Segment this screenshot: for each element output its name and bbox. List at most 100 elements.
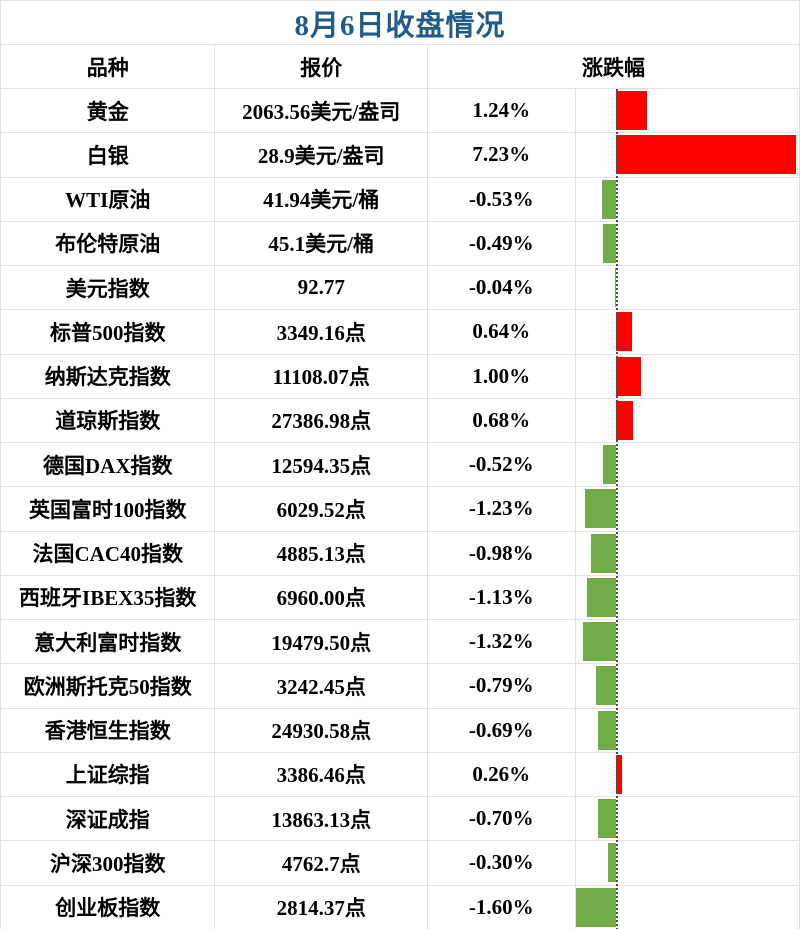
table-row: 香港恒生指数 24930.58点 -0.69% <box>1 708 799 753</box>
table-row: 沪深300指数 4762.7点 -0.30% <box>1 841 799 886</box>
quote-cell: 41.94美元/桶 <box>215 177 428 221</box>
variety-cell: 欧洲斯托克50指数 <box>1 664 216 708</box>
change-bar <box>603 223 616 263</box>
change-bar <box>615 312 632 352</box>
change-bar-cell <box>575 886 799 929</box>
change-bar <box>587 577 616 617</box>
change-bar <box>608 843 616 883</box>
quote-cell: 28.9美元/盎司 <box>215 133 428 177</box>
change-bar-cell <box>576 399 799 442</box>
quote-cell: 13863.13点 <box>215 797 428 841</box>
quote-cell: 3349.16点 <box>215 310 428 354</box>
change-bar-cell <box>576 89 799 132</box>
change-value-cell: -0.79% <box>428 664 576 708</box>
change-bar <box>602 445 616 484</box>
change-bar-cell <box>576 355 799 398</box>
quote-cell: 3386.46点 <box>215 752 428 796</box>
table-row: 法国CAC40指数 4885.13点 -0.98% <box>1 531 799 576</box>
change-value-cell: -0.49% <box>428 221 576 265</box>
table-row: 上证综指 3386.46点 0.26% <box>1 752 799 797</box>
change-bar <box>615 135 797 175</box>
quote-cell: 3242.45点 <box>215 664 428 708</box>
change-bar <box>614 268 616 307</box>
change-bar <box>582 622 616 661</box>
header-variety: 品种 <box>1 45 216 88</box>
quote-cell: 2814.37点 <box>215 885 428 929</box>
table-row: 黄金 2063.56美元/盎司 1.24% <box>1 89 799 134</box>
quote-cell: 27386.98点 <box>215 398 428 442</box>
change-value-cell: -0.70% <box>428 797 576 841</box>
quote-cell: 2063.56美元/盎司 <box>215 89 428 133</box>
variety-cell: WTI原油 <box>1 177 216 221</box>
variety-cell: 标普500指数 <box>1 310 216 354</box>
change-bar-cell <box>576 709 799 752</box>
quote-cell: 6029.52点 <box>215 487 428 531</box>
change-value-cell: -1.32% <box>428 620 576 664</box>
change-bar-cell <box>576 487 799 530</box>
variety-cell: 美元指数 <box>1 266 216 310</box>
change-bar-cell <box>576 532 799 575</box>
change-value-cell: -0.04% <box>428 266 576 310</box>
header-quote: 报价 <box>215 45 428 88</box>
variety-cell: 黄金 <box>1 89 216 133</box>
variety-cell: 布伦特原油 <box>1 221 216 265</box>
change-bar-cell <box>576 222 799 265</box>
quote-cell: 24930.58点 <box>215 708 428 752</box>
change-value-cell: -0.69% <box>428 708 576 752</box>
variety-cell: 德国DAX指数 <box>1 443 216 487</box>
change-bar-cell <box>576 133 799 176</box>
change-bar <box>615 400 633 440</box>
quote-cell: 45.1美元/桶 <box>215 221 428 265</box>
table-row: 创业板指数 2814.37点 -1.60% <box>1 885 799 929</box>
change-value-cell: -1.23% <box>428 487 576 531</box>
quote-cell: 12594.35点 <box>215 443 428 487</box>
table-row: 西班牙IBEX35指数 6960.00点 -1.13% <box>1 575 799 620</box>
variety-cell: 西班牙IBEX35指数 <box>1 575 216 619</box>
variety-cell: 深证成指 <box>1 797 216 841</box>
change-bar-cell <box>576 753 799 796</box>
quote-cell: 4885.13点 <box>215 531 428 575</box>
variety-cell: 意大利富时指数 <box>1 620 216 664</box>
table-row: 标普500指数 3349.16点 0.64% <box>1 310 799 355</box>
table-row: 道琼斯指数 27386.98点 0.68% <box>1 398 799 443</box>
table-header-row: 品种 报价 涨跌幅 <box>1 45 799 89</box>
table-row: 布伦特原油 45.1美元/桶 -0.49% <box>1 221 799 266</box>
change-bar-cell <box>576 576 799 619</box>
quote-cell: 92.77 <box>215 266 428 310</box>
variety-cell: 法国CAC40指数 <box>1 531 216 575</box>
change-value-cell: -0.98% <box>428 531 576 575</box>
change-bar-cell <box>576 664 799 707</box>
change-bar <box>591 533 616 573</box>
change-bar-cell <box>576 310 799 353</box>
variety-cell: 白银 <box>1 133 216 177</box>
change-value-cell: -0.52% <box>428 443 576 487</box>
change-bar <box>602 179 616 219</box>
table-row: 德国DAX指数 12594.35点 -0.52% <box>1 443 799 488</box>
change-bar-cell <box>576 797 799 840</box>
change-value-cell: 0.64% <box>428 310 576 354</box>
variety-cell: 英国富时100指数 <box>1 487 216 531</box>
variety-cell: 上证综指 <box>1 752 216 796</box>
quote-cell: 6960.00点 <box>215 575 428 619</box>
change-value-cell: 7.23% <box>428 133 576 177</box>
variety-cell: 道琼斯指数 <box>1 398 216 442</box>
change-value-cell: 1.24% <box>428 89 576 133</box>
change-value-cell: -1.13% <box>428 575 576 619</box>
table-row: 深证成指 13863.13点 -0.70% <box>1 797 799 842</box>
table-row: 欧洲斯托克50指数 3242.45点 -0.79% <box>1 664 799 709</box>
change-value-cell: -1.60% <box>428 885 576 929</box>
change-bar <box>598 799 616 838</box>
change-value-cell: 1.00% <box>428 354 576 398</box>
variety-cell: 创业板指数 <box>1 885 216 929</box>
table-row: 美元指数 92.77 -0.04% <box>1 266 799 311</box>
plot-right-edge-line <box>797 89 798 929</box>
change-bar <box>615 91 647 130</box>
table-row: 意大利富时指数 19479.50点 -1.32% <box>1 620 799 665</box>
title-row: 8月6日收盘情况 <box>1 1 799 45</box>
change-bar <box>598 710 616 750</box>
variety-cell: 纳斯达克指数 <box>1 354 216 398</box>
change-bar-cell <box>576 266 799 309</box>
variety-cell: 香港恒生指数 <box>1 708 216 752</box>
change-value-cell: 0.26% <box>428 752 576 796</box>
